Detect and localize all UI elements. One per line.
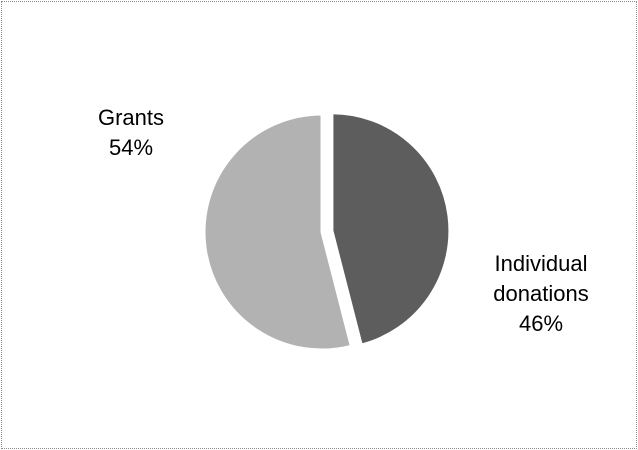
pie-slice-grants: [202, 112, 354, 352]
data-label-individual-donations: Individual donations 46%: [493, 251, 588, 336]
pie-slice-individual-donations: [330, 111, 452, 347]
data-label-grants: Grants 54%: [98, 105, 164, 160]
